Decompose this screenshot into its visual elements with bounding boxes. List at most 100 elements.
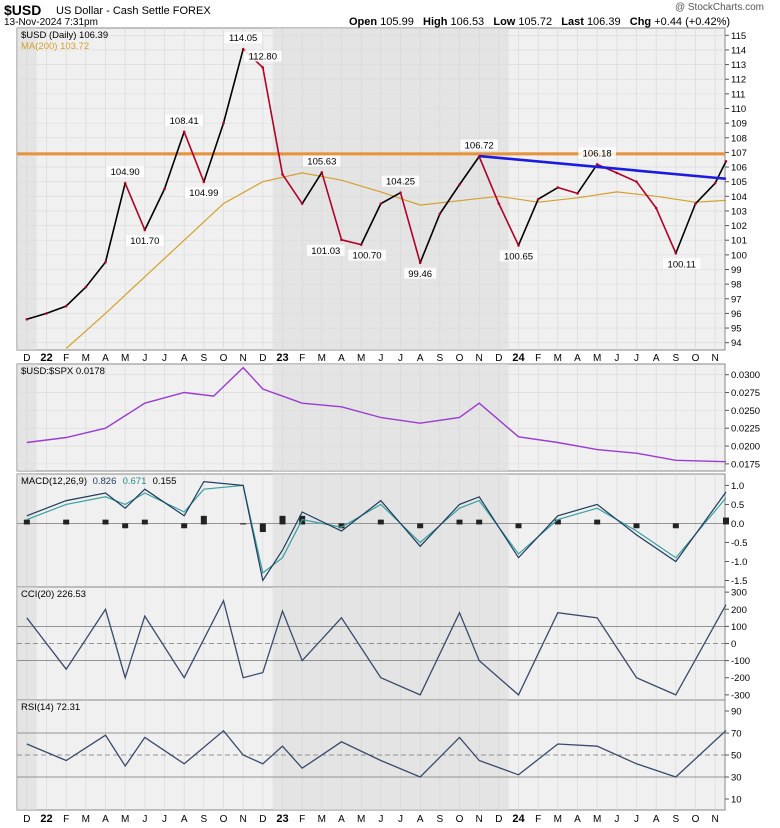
x-axis-month-label: M bbox=[318, 353, 326, 364]
x-axis-month-label: O bbox=[456, 814, 464, 825]
price-point bbox=[576, 192, 579, 195]
annotation-bg bbox=[381, 175, 420, 187]
price-point bbox=[674, 251, 678, 255]
annotation-bg bbox=[578, 147, 616, 159]
price-point bbox=[654, 206, 658, 210]
x-axis-month-label: S bbox=[436, 814, 443, 825]
last-label: Last bbox=[561, 16, 584, 28]
x-axis-month-label: J bbox=[634, 353, 639, 364]
macd-histogram-bar bbox=[259, 523, 266, 533]
x-axis-month-label: D bbox=[259, 353, 266, 364]
annotation-bg bbox=[303, 155, 341, 167]
x-axis-month-label: N bbox=[712, 353, 719, 364]
annotation-bg bbox=[224, 32, 262, 44]
x-axis-month-label: D bbox=[23, 353, 30, 364]
rsi-tick-label: 30 bbox=[731, 773, 742, 784]
x-axis-month-label: J bbox=[142, 814, 147, 825]
x-axis-month-label: A bbox=[102, 353, 109, 364]
price-segment bbox=[537, 186, 559, 200]
price-segment bbox=[163, 131, 185, 190]
price-tick-label: 103 bbox=[731, 206, 747, 217]
price-point bbox=[25, 317, 29, 321]
price-tick-label: 112 bbox=[731, 75, 746, 86]
x-axis-month-label: M bbox=[121, 353, 129, 364]
x-axis-year-label: 22 bbox=[40, 813, 52, 825]
price-annotation: 104.90 bbox=[111, 167, 140, 178]
x-axis-month-label: J bbox=[162, 814, 167, 825]
price-annotation: 100.65 bbox=[504, 251, 533, 262]
x-axis-month-label: F bbox=[299, 814, 305, 825]
price-tick-label: 111 bbox=[731, 89, 745, 100]
price-point bbox=[556, 186, 560, 189]
macd-tick-label: 1.0 bbox=[731, 481, 744, 492]
x-axis-month-label: A bbox=[653, 814, 660, 825]
price-segment bbox=[616, 172, 637, 183]
price-segment bbox=[694, 182, 716, 205]
macd-histogram-bar bbox=[122, 523, 129, 529]
x-axis-month-label: N bbox=[476, 814, 483, 825]
x-axis-month-label: F bbox=[63, 814, 69, 825]
annotation-bg bbox=[460, 139, 498, 151]
chg-label: Chg bbox=[629, 16, 652, 28]
low-value: 105.72 bbox=[518, 16, 553, 28]
macd-tick-label: 0.5 bbox=[731, 500, 744, 511]
x-axis-month-label: N bbox=[240, 814, 247, 825]
x-axis-month-label: A bbox=[417, 814, 424, 825]
x-axis-month-label: A bbox=[181, 814, 188, 825]
price-segment bbox=[65, 286, 87, 307]
price-tick-label: 98 bbox=[731, 280, 742, 291]
price-tick-label: 109 bbox=[731, 119, 747, 130]
annotation-bg bbox=[244, 50, 282, 62]
timestamp: 13-Nov-2024 7:31pm bbox=[4, 17, 98, 28]
instrument-name: US Dollar - Cash Settle FOREX bbox=[56, 5, 211, 17]
price-tick-label: 95 bbox=[731, 324, 742, 335]
x-axis-month-label: S bbox=[200, 353, 207, 364]
open-label: Open bbox=[349, 16, 378, 28]
macd-histogram-bar bbox=[240, 523, 247, 525]
annotation-bg bbox=[348, 249, 386, 261]
price-segment bbox=[46, 305, 67, 315]
price-tick-label: 100 bbox=[731, 250, 747, 261]
price-point bbox=[713, 181, 717, 185]
x-axis-month-label: A bbox=[181, 353, 188, 364]
x-axis-month-label: M bbox=[121, 814, 129, 825]
price-tick-label: 102 bbox=[731, 221, 747, 232]
x-axis-month-label: M bbox=[593, 353, 601, 364]
macd-histogram-bar bbox=[722, 517, 729, 525]
x-axis-month-label: O bbox=[456, 353, 464, 364]
exchange-label: FOREX bbox=[172, 5, 211, 17]
credit: @ StockCharts.com bbox=[674, 2, 764, 13]
annotation-bg bbox=[106, 166, 144, 178]
x-axis-month-label: D bbox=[495, 353, 502, 364]
price-annotation: 112.80 bbox=[249, 52, 277, 63]
annotation-bg bbox=[126, 234, 164, 246]
price-annotation: 105.63 bbox=[307, 156, 336, 167]
price-tick-label: 107 bbox=[731, 148, 747, 159]
price-tick-label: 104 bbox=[731, 192, 747, 203]
rsi-line bbox=[26, 729, 727, 778]
macd-histogram-bar bbox=[672, 523, 679, 529]
annotation-bg bbox=[499, 250, 538, 262]
price-point bbox=[379, 202, 383, 205]
price-tick-label: 96 bbox=[731, 309, 742, 320]
price-point bbox=[340, 238, 343, 242]
price-segment bbox=[635, 181, 657, 209]
ratio-year-shade bbox=[272, 364, 509, 471]
price-year-shade bbox=[272, 28, 509, 350]
price-annotation: 106.18 bbox=[583, 148, 612, 159]
x-axis-month-label: N bbox=[712, 814, 719, 825]
price-point bbox=[320, 171, 324, 174]
price-segment bbox=[380, 191, 401, 205]
price-tick-label: 114 bbox=[731, 45, 746, 56]
price-segment bbox=[399, 192, 421, 263]
macd-histogram-bar bbox=[515, 523, 522, 529]
price-legend: $USD (Daily) 106.39 bbox=[21, 30, 108, 41]
macd-tick-label: 0.0 bbox=[731, 519, 744, 530]
price-segment bbox=[222, 49, 244, 124]
x-axis-month-label: D bbox=[495, 814, 502, 825]
x-axis-month-label: M bbox=[593, 814, 601, 825]
price-segment bbox=[85, 261, 107, 288]
annotation-bg bbox=[185, 186, 223, 198]
price-tick-label: 94 bbox=[731, 338, 742, 349]
x-axis-month-label: J bbox=[142, 353, 147, 364]
